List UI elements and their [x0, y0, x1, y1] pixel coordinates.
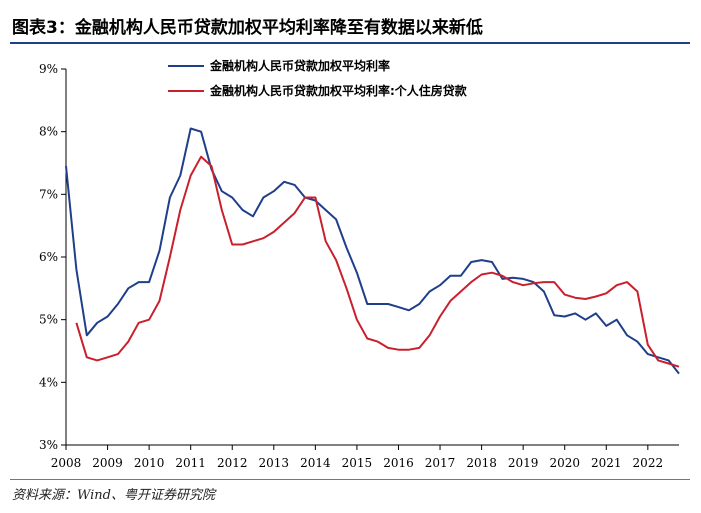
x-tick-label: 2014 [300, 456, 331, 470]
x-tick-label: 2018 [466, 456, 497, 470]
y-tick-label: 9% [39, 62, 58, 76]
x-tick-label: 2016 [383, 456, 414, 470]
x-tick-label: 2021 [591, 456, 622, 470]
x-tick-label: 2022 [633, 456, 664, 470]
y-tick-label: 7% [39, 187, 58, 201]
chart-title: 图表3：金融机构人民币贷款加权平均利率降至有数据以来新低 [12, 18, 483, 38]
y-tick-label: 3% [39, 438, 58, 452]
x-tick-label: 2011 [175, 456, 206, 470]
x-tick-label: 2015 [342, 456, 373, 470]
series-line-2 [75, 155, 680, 368]
y-tick-label: 4% [39, 375, 58, 389]
x-tick-label: 2020 [549, 456, 580, 470]
x-tick-label: 2017 [425, 456, 456, 470]
legend-label-1: 金融机构人民币贷款加权平均利率 [209, 58, 390, 73]
footer-rule [10, 479, 690, 480]
header: 图表3：金融机构人民币贷款加权平均利率降至有数据以来新低 [0, 0, 701, 48]
legend-label-2: 金融机构人民币贷款加权平均利率:个人住房贷款 [209, 83, 468, 98]
chart-series [65, 127, 680, 375]
x-tick-label: 2012 [217, 456, 248, 470]
x-tick-label: 2008 [51, 456, 82, 470]
x-tick-label: 2013 [259, 456, 290, 470]
source-note: 资料来源：Wind、粤开证券研究院 [12, 488, 215, 503]
chart-ticks: 3% 4% 5% 6% 7% 8% 9% 2008 2009 2010 2011 2012 2013 20… [39, 62, 663, 470]
title-underline [10, 42, 690, 44]
y-tick-label: 5% [39, 313, 58, 327]
x-tick-label: 2010 [134, 456, 165, 470]
y-tick-label: 8% [39, 125, 58, 139]
x-tick-label: 2019 [508, 456, 539, 470]
series-line-1 [65, 127, 680, 375]
x-tick-label: 2009 [92, 456, 123, 470]
y-tick-label: 6% [39, 250, 58, 264]
